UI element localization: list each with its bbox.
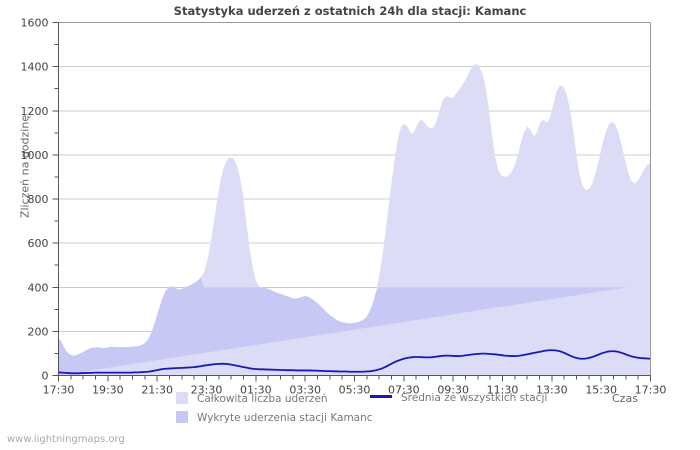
svg-text:1600: 1600 [21,17,49,30]
svg-text:21:30: 21:30 [141,384,173,397]
legend-item-total: Całkowita liczba uderzeń [176,392,328,405]
chart-title: Statystyka uderzeń z ostatnich 24h dla s… [173,4,527,18]
svg-text:1000: 1000 [21,149,49,162]
svg-text:03:30: 03:30 [289,384,321,397]
svg-text:13:30: 13:30 [536,384,568,397]
svg-text:400: 400 [28,281,49,294]
svg-text:0: 0 [42,370,49,383]
x-axis-label: Czas [612,392,638,405]
legend-item-average: Średnia ze wszystkich stacji [370,392,547,404]
svg-text:17:30: 17:30 [43,384,75,397]
legend-label-station: Wykryte uderzenia stacji Kamanc [197,412,373,424]
svg-text:11:30: 11:30 [487,384,519,397]
svg-text:09:30: 09:30 [437,384,469,397]
svg-text:1400: 1400 [21,61,49,74]
svg-text:19:30: 19:30 [92,384,124,397]
svg-text:15:30: 15:30 [585,384,617,397]
svg-text:23:30: 23:30 [191,384,223,397]
svg-text:01:30: 01:30 [240,384,272,397]
svg-text:07:30: 07:30 [388,384,420,397]
site-footer: www.lightningmaps.org [7,434,125,445]
chart-legend: Całkowita liczba uderzeń Wykryte uderzen… [0,392,700,432]
legend-item-station: Wykryte uderzenia stacji Kamanc [176,411,373,424]
svg-text:05:30: 05:30 [339,384,371,397]
legend-label-average: Średnia ze wszystkich stacji [401,392,548,404]
legend-swatch-station [176,411,188,423]
svg-text:200: 200 [28,325,49,338]
svg-text:17:30: 17:30 [635,384,667,397]
svg-text:600: 600 [28,237,49,250]
svg-text:1200: 1200 [21,105,49,118]
svg-text:800: 800 [28,193,49,206]
legend-label-total: Całkowita liczba uderzeń [197,393,328,405]
legend-swatch-total [176,392,188,404]
legend-line-average [370,395,392,398]
